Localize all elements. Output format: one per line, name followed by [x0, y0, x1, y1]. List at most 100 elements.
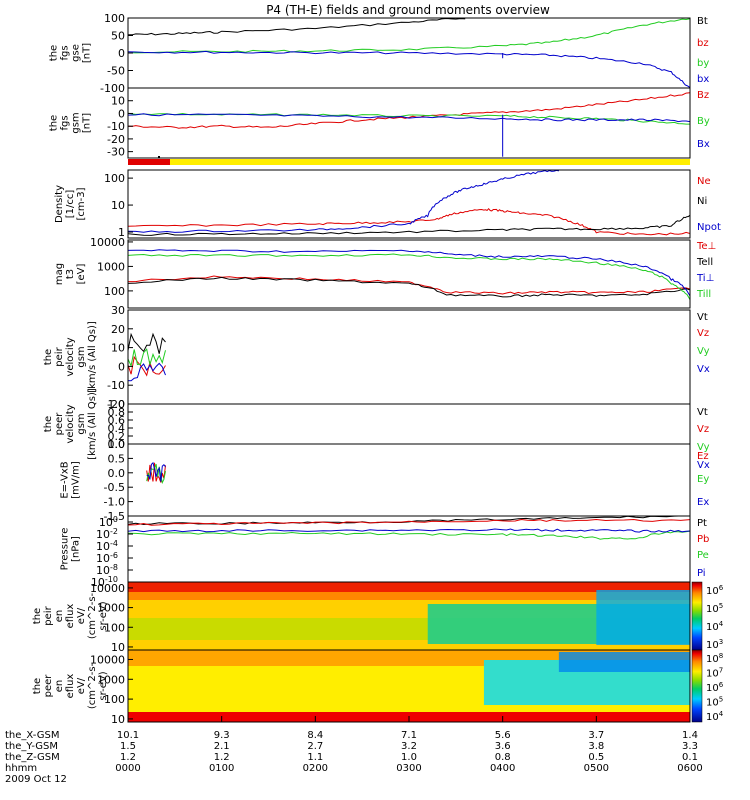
- peir-velocity-series-Vz: [128, 355, 166, 377]
- legend-label: Bx: [697, 139, 710, 150]
- legend-label: Ey: [697, 474, 709, 485]
- density-series-Ni: [128, 214, 690, 236]
- x-row-value: 1.0: [401, 752, 417, 763]
- pressure-series-Pe: [128, 530, 690, 540]
- legend-label: By: [697, 116, 710, 127]
- y-tick-label: 0.4: [108, 422, 126, 435]
- legend-label: Bt: [697, 16, 708, 27]
- x-row-value: 0.5: [588, 752, 604, 763]
- fgs-gsm-series-Bz: [128, 92, 690, 129]
- fgs-gse-series-bz: [128, 122, 690, 123]
- colorbar-gradient: [691, 649, 703, 723]
- pressure-legend: Pt Pb Pe Pi: [697, 518, 709, 579]
- y-tick-label: 100: [104, 285, 125, 298]
- date-label: 2009 Oct 12: [5, 774, 67, 785]
- temperature-frame: [127, 239, 691, 309]
- x-row-value: 1.1: [307, 752, 323, 763]
- y-tick-label: -1.0: [104, 496, 125, 509]
- y-tick-label: 0: [118, 47, 125, 60]
- peir-velocity-yaxis: 30 20 10 0 -10 -20: [107, 304, 133, 411]
- x-row-value: 5.6: [495, 730, 511, 741]
- legend-label: bx: [697, 74, 709, 85]
- colorbar-gradient: [691, 581, 703, 651]
- legend-label: Ex: [697, 497, 709, 508]
- x-row-value: 0600: [677, 763, 702, 774]
- legend-label: Ne: [697, 176, 711, 187]
- temperature-yaxis: 10000 1000 100: [90, 236, 133, 298]
- peir-velocity-ylabel: thepeirvelocitygsm[km/s (All Qs)]: [43, 321, 98, 393]
- peir-eflux-colorbar: 106 105 104 103: [691, 581, 724, 651]
- legend-label: Vz: [697, 328, 709, 339]
- legend-label: Ti⊥: [696, 273, 714, 284]
- x-row-value: 10.1: [117, 730, 139, 741]
- x-row-value: 9.3: [214, 730, 230, 741]
- y-tick-label: 10: [111, 713, 125, 726]
- x-row-value: 8.4: [307, 730, 323, 741]
- x-row-label: the_Y-GSM: [5, 741, 58, 752]
- x-row-label: the_X-GSM: [5, 730, 59, 741]
- x-row-value: 0200: [303, 763, 328, 774]
- y-tick-label: 0.8: [108, 406, 126, 419]
- peir-eflux-ylabel: thepeirenefluxeV/(cm^2-s-sr-eV): [32, 592, 109, 639]
- x-row-label: the_Z-GSM: [5, 752, 60, 763]
- pressure-series-Pb: [128, 518, 690, 526]
- y-tick-label: 10000: [90, 582, 125, 595]
- fgs-gse-series-bx: [128, 50, 690, 88]
- temperature-panel: Te⊥ Tell Ti⊥ Till 10000 1000 100 magt3[eV]: [54, 236, 716, 309]
- legend-label: Pi: [697, 568, 706, 579]
- y-tick-label: 10: [111, 95, 125, 108]
- fgs-gse-series-Bt: [128, 18, 466, 36]
- y-tick-label: -50: [107, 65, 125, 78]
- chart-title: P4 (TH-E) fields and ground moments over…: [266, 3, 550, 17]
- x-row-value: 1.4: [682, 730, 698, 741]
- x-row-value: 3.8: [588, 741, 604, 752]
- x-row-value: 1.5: [120, 741, 136, 752]
- y-tick-label: 20: [111, 323, 125, 336]
- x-row-value: 0500: [584, 763, 609, 774]
- colorbar-tick-label: 108: [706, 652, 723, 665]
- fgs-gsm-legend: Bz By Bx: [697, 90, 710, 150]
- y-tick-label: 10: [111, 342, 125, 355]
- x-row-value: 3.7: [588, 730, 604, 741]
- quality-bar-black: [158, 156, 160, 158]
- legend-label: Bz: [697, 90, 709, 101]
- y-tick-label: 10: [111, 641, 125, 654]
- peer-velocity-ylabel: thepeervelocitygsm[km/s (All Qs)]: [43, 388, 98, 460]
- fgs-gse-ylabel: thefgsgse[nT]: [49, 43, 93, 63]
- y-tick-label: 0: [118, 107, 125, 120]
- legend-label: Npot: [697, 222, 721, 233]
- fgs-gse-series-by: [128, 18, 690, 54]
- temperature-series-Tell: [128, 276, 690, 298]
- x-row-value: 0.8: [495, 752, 511, 763]
- quality-bar-red: [128, 159, 170, 165]
- legend-label: Pe: [697, 550, 709, 561]
- x-row-value: 2.7: [307, 741, 323, 752]
- y-tick-label: 100: [104, 621, 125, 634]
- colorbar-tick-label: 106: [706, 584, 724, 597]
- y-tick-label: 30: [111, 304, 125, 317]
- y-tick-label: -0.5: [104, 481, 125, 494]
- legend-label: Vy: [697, 346, 710, 357]
- pressure-ylabel: Pressure[nPa]: [60, 528, 82, 571]
- x-row-label: hhmm: [5, 763, 37, 774]
- heatmap-band-high: [128, 582, 690, 592]
- x-row-value: 0.1: [682, 752, 698, 763]
- legend-label: Tell: [696, 257, 713, 268]
- peer-velocity-panel: VtVzVyVx1.00.80.60.40.20.0thepeervelocit…: [43, 388, 710, 471]
- peer-velocity-frame: [127, 403, 691, 445]
- x-row-value: 0300: [396, 763, 421, 774]
- x-row-value: 0400: [490, 763, 515, 774]
- efield-legend: Ez Ey Ex: [697, 451, 709, 508]
- x-row-value: 3.2: [401, 741, 417, 752]
- peir-eflux-yaxis: 10000 1000 100 10: [90, 582, 133, 654]
- x-row-value: 1.2: [120, 752, 136, 763]
- y-tick-label: -10: [107, 120, 125, 133]
- efield-yaxis: 1.00.50.0-0.5-1.0-1.5: [104, 438, 133, 523]
- y-tick-label: 10: [111, 199, 125, 212]
- peer-velocity-legend: Vt Vz Vy Vx: [697, 407, 710, 471]
- y-tick-label: 0.0: [108, 438, 126, 451]
- y-tick-label: 1.0: [108, 438, 126, 451]
- legend-label: Vx: [697, 364, 710, 375]
